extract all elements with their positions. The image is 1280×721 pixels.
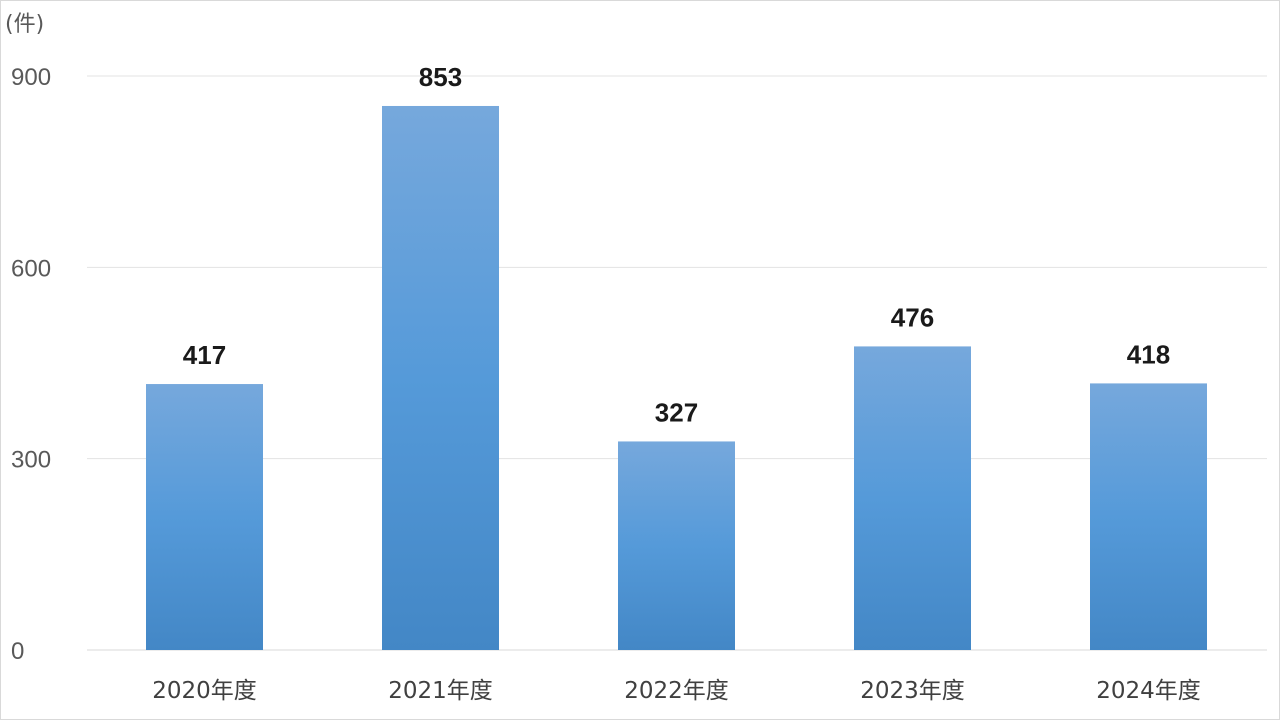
- y-tick-label: 0: [11, 638, 24, 665]
- x-category-label: 2024年度: [1096, 678, 1201, 704]
- y-tick-label: 600: [11, 255, 51, 282]
- x-category-label: 2020年度: [152, 678, 257, 704]
- x-category-label: 2021年度: [388, 678, 493, 704]
- data-label: 476: [891, 302, 934, 332]
- x-category-label: 2022年度: [624, 678, 729, 704]
- data-labels: 417 853 327 476 418: [183, 62, 1170, 427]
- bar-2021年度: [382, 105, 499, 650]
- y-tick-label: 900: [11, 64, 51, 91]
- x-axis-category-labels: 2020年度 2021年度 2022年度 2023年度 2024年度: [152, 678, 1201, 704]
- x-category-label: 2023年度: [860, 678, 965, 704]
- y-axis-unit-label: (件): [5, 12, 44, 37]
- data-label: 327: [655, 397, 698, 427]
- y-tick-label: 300: [11, 447, 51, 474]
- data-label: 418: [1127, 339, 1170, 369]
- bar-2024年度: [1090, 383, 1207, 650]
- y-axis-tick-labels: 0 300 600 900: [11, 64, 51, 665]
- data-label: 853: [419, 62, 462, 92]
- bar-2023年度: [854, 346, 971, 650]
- bars: [146, 105, 1207, 650]
- bar-2020年度: [146, 384, 263, 650]
- data-label: 417: [183, 340, 226, 370]
- bar-2022年度: [618, 441, 735, 650]
